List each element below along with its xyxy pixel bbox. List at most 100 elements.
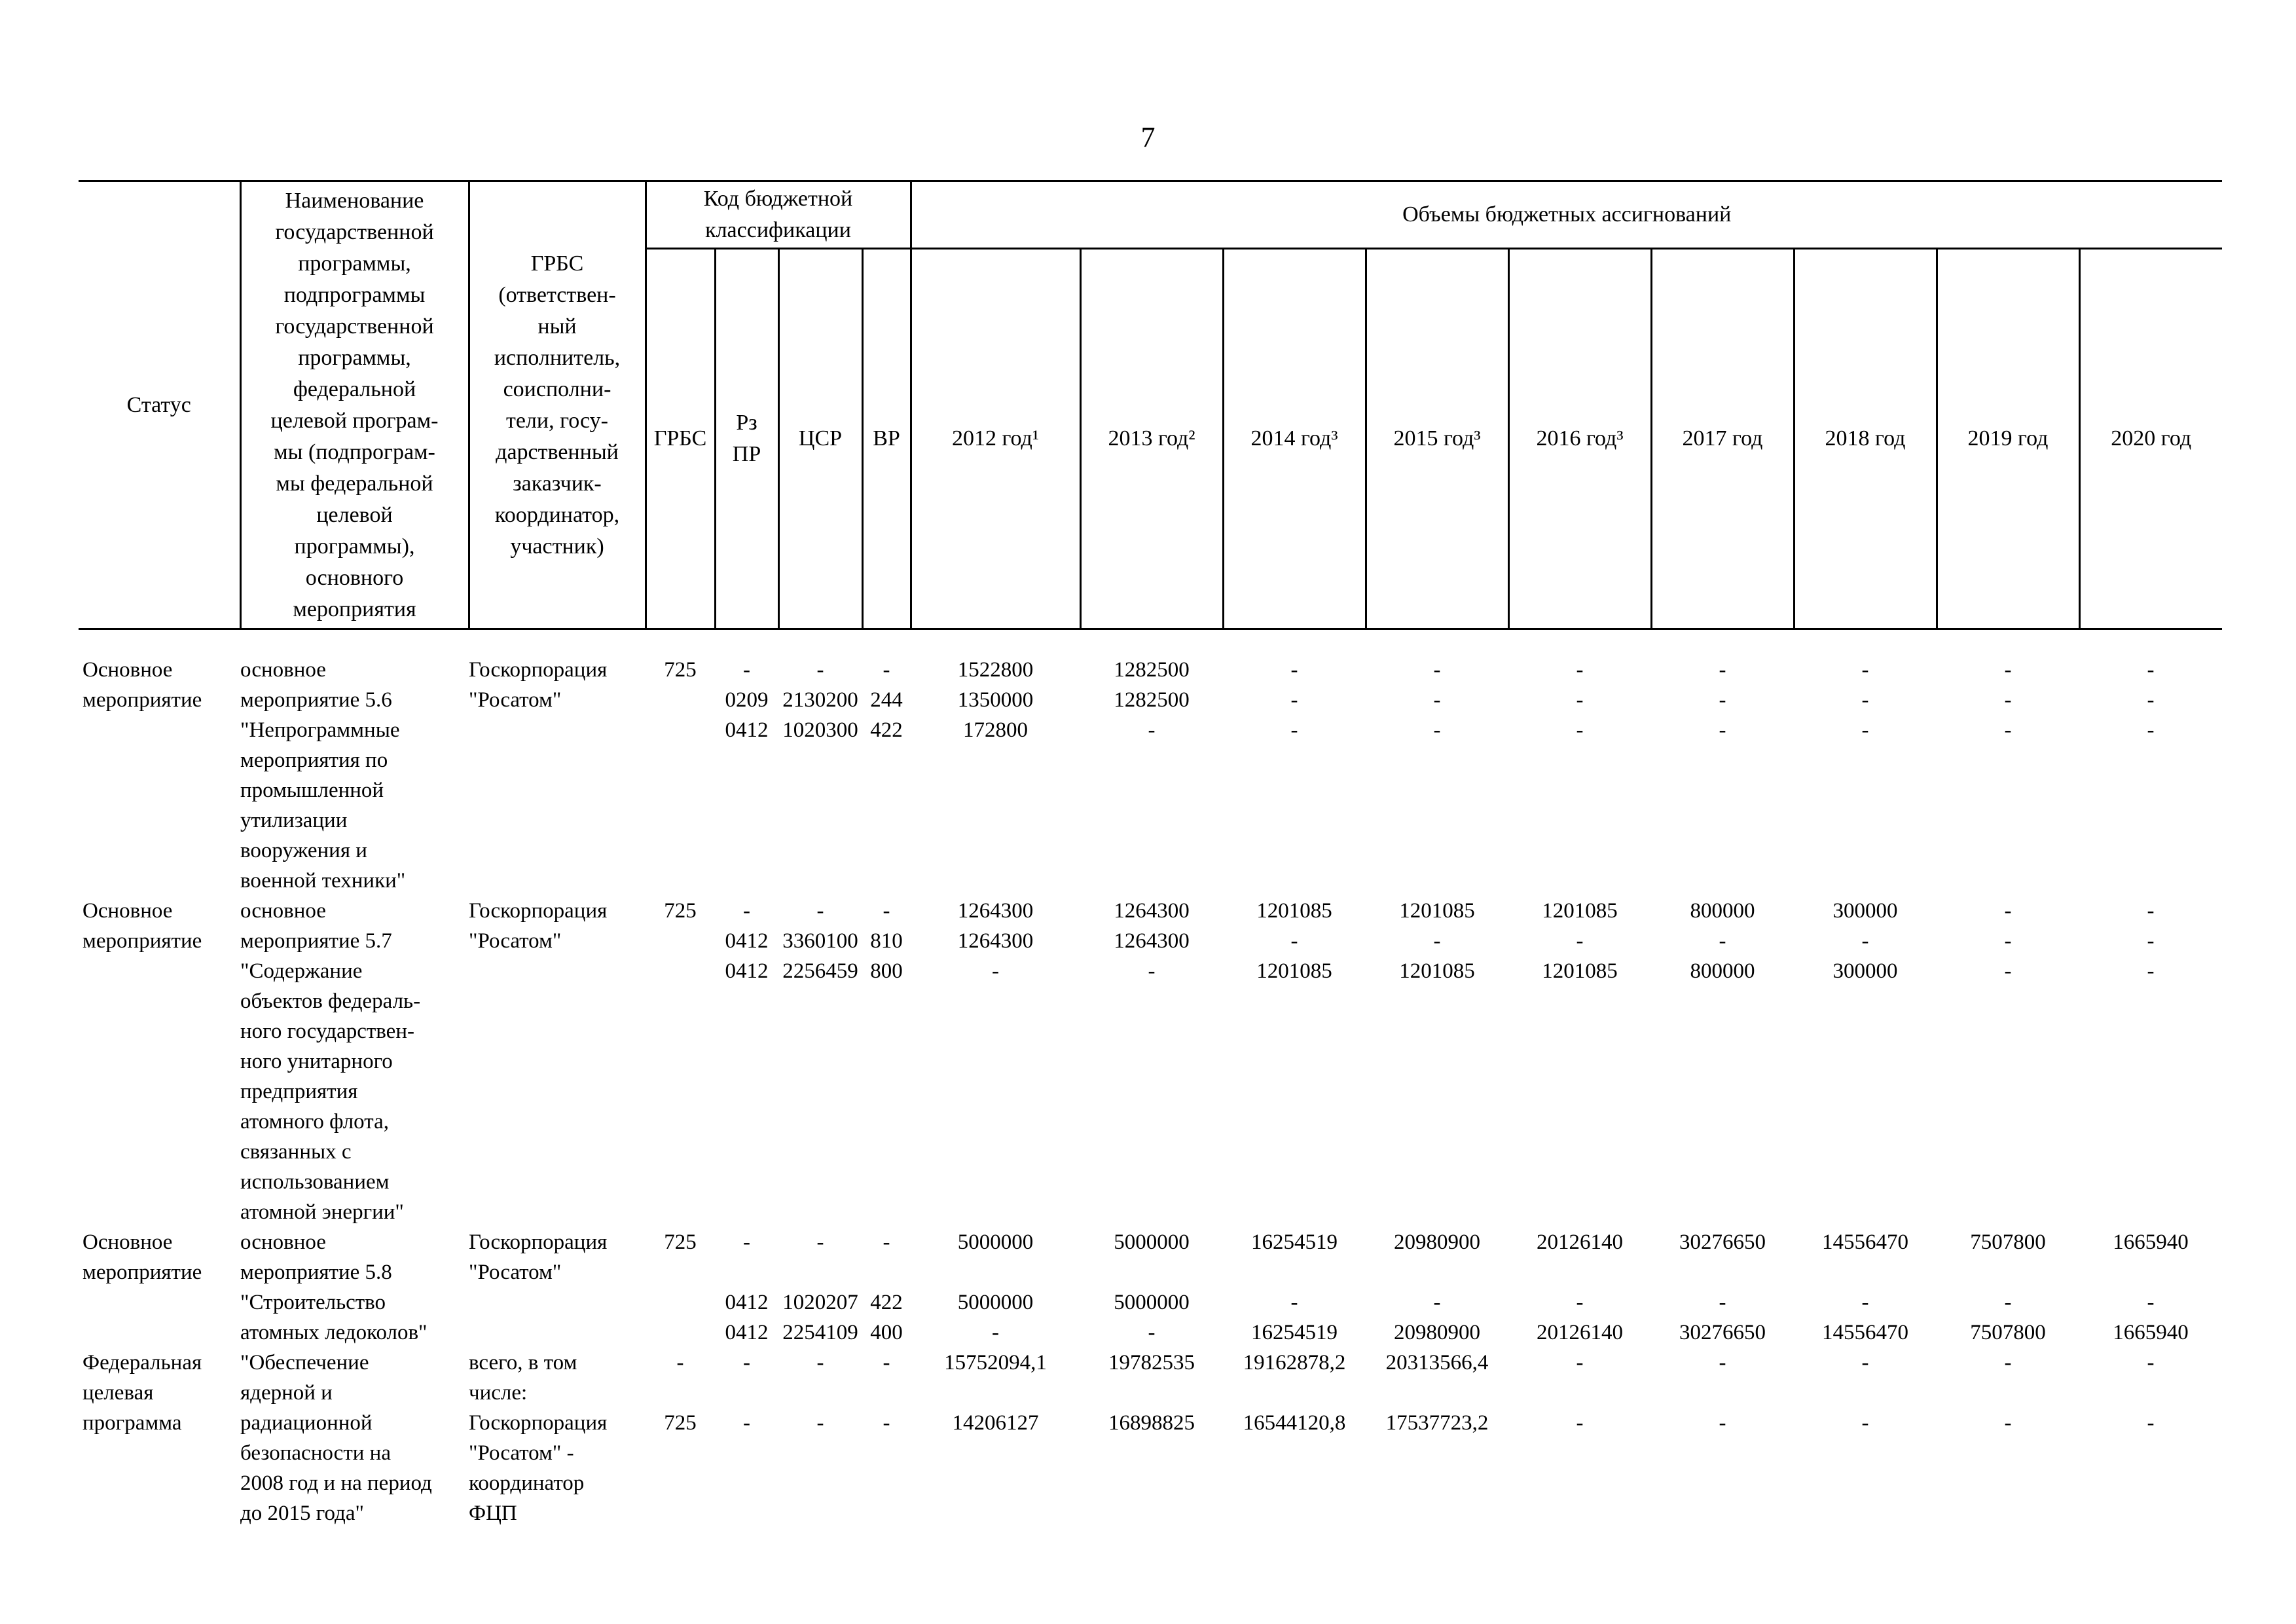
value-line — [2079, 1378, 2222, 1408]
value-line: - — [2147, 929, 2155, 953]
value-line: - — [1861, 718, 1869, 742]
value-line: - — [2004, 688, 2012, 712]
value-line: 5000000 — [1114, 1291, 1190, 1314]
value-line: - — [1576, 688, 1584, 712]
value-line: 14206127 — [952, 1411, 1039, 1435]
cell-status: Основное мероприятие — [82, 899, 202, 953]
page-number: 7 — [1140, 121, 1156, 153]
value-line: - — [1861, 688, 1869, 712]
cell-year-value-4: 1201085 - 1201085 — [1508, 896, 1651, 1227]
value-line: 30276650 — [1679, 1230, 1766, 1254]
value-line: 16254519 — [1251, 1230, 1338, 1254]
value-line: - — [883, 1230, 890, 1254]
value-line: - — [2004, 658, 2012, 682]
value-line — [862, 1257, 911, 1287]
cell-status: Федеральная целевая программа — [82, 1351, 202, 1435]
cell-year-value-5: 800000 - 800000 — [1651, 896, 1794, 1227]
value-line: 14556470 — [1822, 1321, 1908, 1344]
cell-year-value-1: 1264300 1264300 - — [1080, 896, 1223, 1227]
value-line: 1201085 — [1542, 959, 1618, 983]
cell-year-value-0: 5000000 5000000 - — [911, 1227, 1080, 1348]
cell-year-value-5: - - - — [1651, 629, 1794, 896]
value-line: - — [1290, 658, 1298, 682]
cell-code-rzpr: -- — [715, 1348, 778, 1528]
value-line — [1080, 1257, 1223, 1287]
value-line: - — [1719, 1351, 1726, 1375]
value-line: - — [743, 1411, 750, 1435]
value-line: - — [1148, 959, 1156, 983]
value-line: - — [1861, 929, 1869, 953]
value-line: - — [1576, 1291, 1584, 1314]
value-line: - — [816, 1351, 824, 1375]
header-code-csr: ЦСР — [777, 248, 864, 630]
cell-year-value-0: 1264300 1264300 - — [911, 896, 1080, 1227]
value-line: 20126140 — [1537, 1230, 1623, 1254]
cell-year-value-7: 7507800 - 7507800 — [1937, 1227, 2079, 1348]
value-line: 19782535 — [1108, 1351, 1195, 1375]
header-code-vr: ВР — [861, 248, 912, 630]
value-line — [646, 926, 715, 956]
cell-code-rzpr: - 0412 0412 — [715, 1227, 778, 1348]
value-line: - — [743, 899, 750, 923]
value-line: - — [1861, 658, 1869, 682]
value-line: - — [1861, 1411, 1869, 1435]
value-line: - — [816, 658, 824, 682]
value-line: 1201085 — [1399, 959, 1475, 983]
value-line: - — [2004, 1411, 2012, 1435]
value-line: 800000 — [1690, 959, 1755, 983]
cell-year-value-2: 16254519 - 16254519 — [1223, 1227, 1366, 1348]
value-line: - — [2004, 959, 2012, 983]
cell-year-value-3: 20313566,4 17537723,2 — [1366, 1348, 1508, 1528]
value-line: 14556470 — [1822, 1230, 1908, 1254]
value-line — [715, 1257, 778, 1287]
header-status: Статус — [79, 180, 242, 630]
value-line — [646, 1287, 715, 1318]
value-line: 725 — [664, 1411, 697, 1435]
value-line: - — [1576, 718, 1584, 742]
value-line — [1937, 1378, 2079, 1408]
value-line — [778, 1257, 862, 1287]
value-line — [1794, 1257, 1937, 1287]
value-line: 1201085 — [1256, 899, 1332, 923]
cell-program-name: "Обеспечение ядерной и радиационной безо… — [240, 1351, 432, 1525]
value-line: - — [1576, 658, 1584, 682]
table-row: Основное мероприятие основное мероприятие… — [79, 629, 2222, 896]
cell-year-value-3: - - - — [1366, 629, 1508, 896]
value-line — [646, 1378, 715, 1408]
cell-code-rzpr: - 0209 0412 — [715, 629, 778, 896]
cell-year-value-2: 19162878,2 16544120,8 — [1223, 1348, 1366, 1528]
cell-status: Основное мероприятие — [82, 1230, 202, 1284]
cell-year-value-5: -- — [1651, 1348, 1794, 1528]
value-line: - — [2147, 718, 2155, 742]
value-line: 1201085 — [1399, 899, 1475, 923]
value-line: - — [1433, 658, 1441, 682]
cell-code-grbs: - 725 — [646, 1348, 715, 1528]
value-line: - — [2004, 1351, 2012, 1375]
table-row: Федеральная целевая программа "Обеспечени… — [79, 1348, 2222, 1528]
value-line: 1282500 — [1114, 658, 1190, 682]
value-line — [646, 1318, 715, 1348]
value-line: - — [1719, 658, 1726, 682]
cell-year-value-1: 19782535 16898825 — [1080, 1348, 1223, 1528]
cell-year-value-8: -- — [2079, 1348, 2222, 1528]
cell-code-csr: - 1020207 2254109 — [778, 1227, 862, 1348]
value-line — [1651, 1257, 1794, 1287]
header-year-2016: 2016 год³ — [1507, 248, 1652, 630]
value-line — [911, 1378, 1080, 1408]
value-line: 15752094,1 — [944, 1351, 1047, 1375]
cell-year-value-0: 15752094,1 14206127 — [911, 1348, 1080, 1528]
cell-year-value-4: - - - — [1508, 629, 1651, 896]
value-line: 400 — [870, 1321, 903, 1344]
value-line — [1223, 1378, 1366, 1408]
value-line — [1366, 1378, 1508, 1408]
cell-year-value-1: 1282500 1282500 - — [1080, 629, 1223, 896]
header-code-rzpr: Рз ПР — [714, 248, 780, 630]
value-line: - — [883, 1411, 890, 1435]
header-year-2013: 2013 год² — [1079, 248, 1224, 630]
value-line: - — [2147, 658, 2155, 682]
value-line: - — [1290, 1291, 1298, 1314]
cell-year-value-3: 20980900 - 20980900 — [1366, 1227, 1508, 1348]
value-line: 16898825 — [1108, 1411, 1195, 1435]
value-line: 1020300 — [782, 718, 858, 742]
